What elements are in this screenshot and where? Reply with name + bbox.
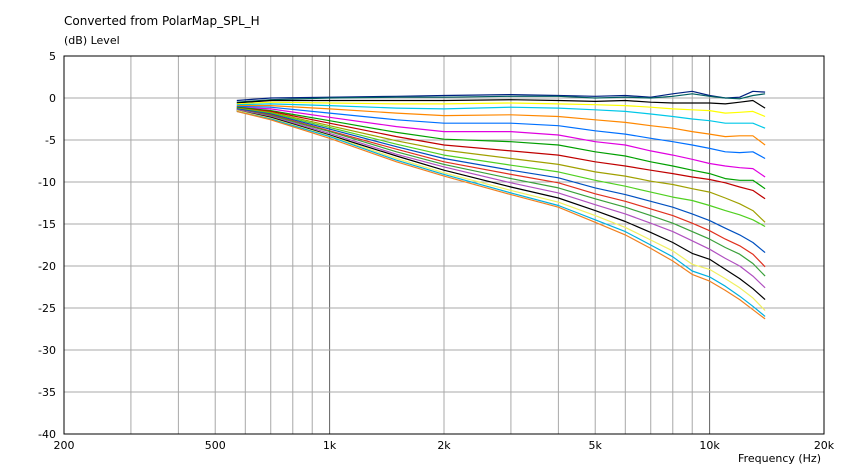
grid (64, 55, 824, 435)
series-line (236, 109, 766, 268)
series-line (236, 110, 766, 317)
x-tick-label: 5k (589, 439, 603, 452)
x-tick-labels: 200 500 1k 2k 5k 10k 20k (54, 439, 835, 452)
series-lines (236, 90, 766, 320)
x-tick-label: 2k (437, 439, 451, 452)
series-line (236, 107, 766, 223)
y-tick-label: -20 (38, 260, 56, 273)
y-tick-label: -5 (45, 134, 56, 147)
x-tick-label: 1k (323, 439, 337, 452)
series-line (236, 99, 766, 109)
series-line (236, 106, 766, 178)
y-tick-label: -35 (38, 386, 56, 399)
series-line (236, 110, 766, 311)
series-line (236, 106, 766, 190)
y-tick-label: -40 (38, 428, 56, 441)
series-line (236, 109, 766, 289)
x-tick-label: 500 (205, 439, 226, 452)
series-line (236, 108, 766, 228)
series-line (236, 110, 766, 320)
series-line (236, 110, 766, 301)
y-tick-label: -15 (38, 218, 56, 231)
series-line (236, 101, 766, 118)
y-tick-label: -10 (38, 176, 56, 189)
series-line (236, 105, 766, 160)
series-line (236, 103, 766, 129)
y-tick-labels: 5 0 -5 -10 -15 -20 -25 -30 -35 -40 (38, 50, 56, 441)
x-tick-label: 20k (814, 439, 835, 452)
y-tick-label: -25 (38, 302, 56, 315)
x-tick-label: 200 (54, 439, 75, 452)
series-line (236, 109, 766, 277)
y-tick-label: 5 (49, 50, 56, 63)
x-axis-label: Frequency (Hz) (738, 452, 821, 465)
x-tick-label: 10k (699, 439, 720, 452)
series-line (236, 104, 766, 146)
series-line (236, 93, 766, 103)
series-line (236, 108, 766, 254)
series-line (236, 107, 766, 200)
plot-frame (63, 55, 825, 435)
y-tick-label: 0 (49, 92, 56, 105)
chart-title: Converted from PolarMap_SPL_H (64, 14, 260, 28)
y-axis-label: (dB) Level (64, 34, 120, 47)
y-tick-label: -30 (38, 344, 56, 357)
